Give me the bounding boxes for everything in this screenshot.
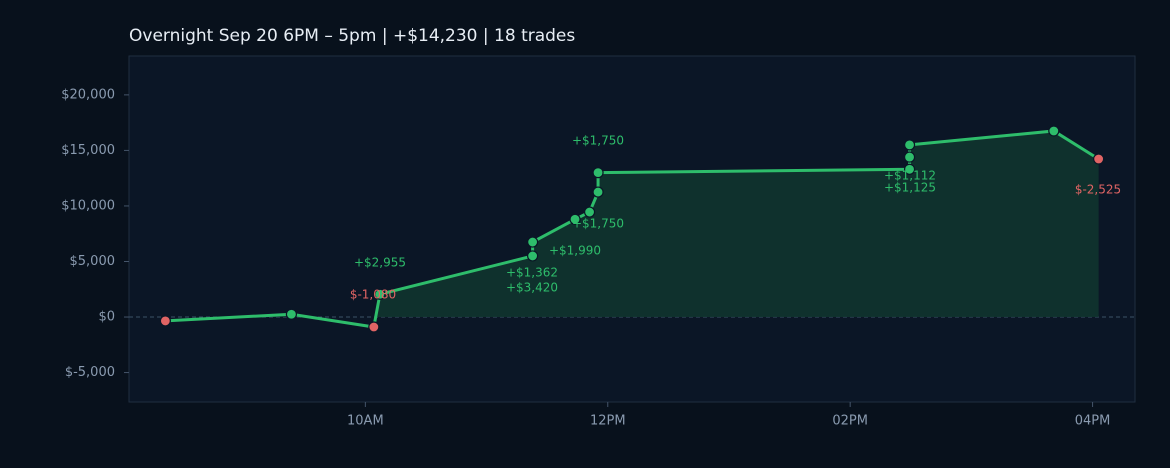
annotation: +$1,112 bbox=[884, 169, 936, 183]
marker bbox=[1048, 125, 1060, 137]
y-tick-label: $-5,000 bbox=[65, 365, 115, 380]
marker bbox=[527, 236, 539, 248]
annotation: +$1,362 bbox=[506, 266, 558, 280]
y-tick-label: $10,000 bbox=[61, 198, 115, 213]
annotation: $-2,525 bbox=[1075, 183, 1121, 197]
annotation: +$1,750 bbox=[572, 217, 624, 231]
marker bbox=[903, 151, 916, 163]
x-tick-label: 10AM bbox=[347, 414, 384, 429]
y-tick-label: $15,000 bbox=[61, 143, 115, 158]
x-tick-label: 04PM bbox=[1075, 414, 1111, 429]
marker bbox=[1093, 153, 1105, 165]
y-tick-label: $5,000 bbox=[70, 254, 116, 269]
annotation: +$1,125 bbox=[884, 181, 936, 195]
x-tick-label: 02PM bbox=[832, 414, 868, 429]
annotation: +$1,750 bbox=[572, 134, 624, 148]
y-tick-label: $20,000 bbox=[61, 87, 115, 102]
marker bbox=[159, 315, 171, 327]
y-tick-label: $0 bbox=[98, 310, 115, 325]
x-tick-label: 12PM bbox=[590, 414, 626, 429]
annotation: +$3,420 bbox=[506, 281, 558, 295]
marker bbox=[285, 308, 298, 320]
annotation: +$1,990 bbox=[549, 244, 601, 258]
marker bbox=[592, 167, 604, 179]
area bbox=[165, 130, 1099, 318]
marker bbox=[368, 321, 380, 333]
marker bbox=[569, 213, 581, 225]
chart-title: Overnight Sep 20 6PM – 5pm | +$14,230 | … bbox=[129, 26, 575, 46]
annotation: +$2,955 bbox=[354, 256, 406, 270]
marker bbox=[527, 250, 539, 262]
marker bbox=[592, 186, 604, 198]
annotation: $-1,080 bbox=[350, 288, 396, 302]
marker bbox=[583, 206, 596, 218]
marker bbox=[903, 163, 916, 175]
marker bbox=[903, 139, 916, 151]
marker bbox=[374, 288, 386, 300]
